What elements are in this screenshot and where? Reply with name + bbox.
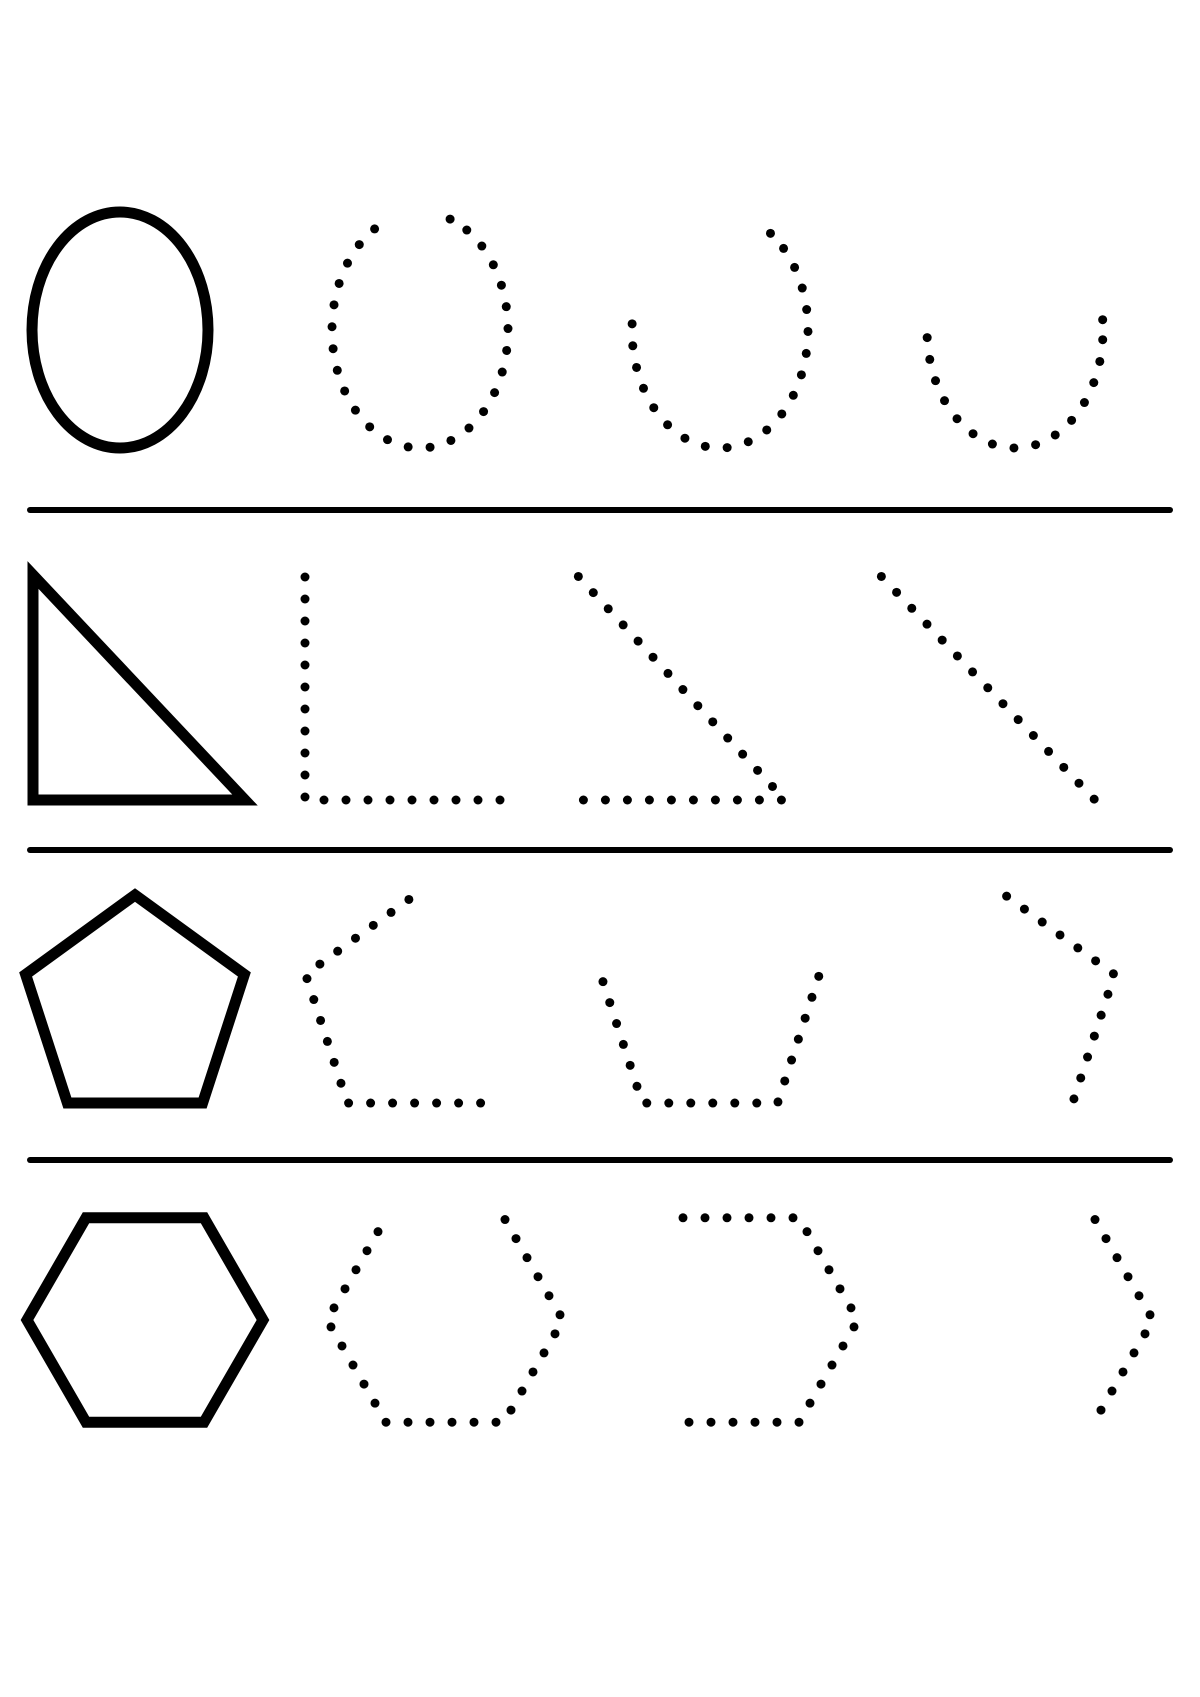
pentagon-trace bbox=[302, 895, 485, 1108]
pentagon-trace bbox=[1002, 892, 1118, 1104]
pentagon-solid bbox=[26, 895, 245, 1103]
ellipse-trace bbox=[328, 215, 513, 452]
worksheet-page bbox=[0, 0, 1200, 1697]
hexagon-trace bbox=[1091, 1215, 1155, 1415]
pentagon-trace bbox=[598, 972, 823, 1108]
triangle-solid bbox=[33, 575, 245, 800]
triangle-trace bbox=[301, 573, 505, 805]
hexagon-solid bbox=[27, 1218, 263, 1422]
worksheet-svg bbox=[0, 0, 1200, 1697]
hexagon-trace bbox=[327, 1215, 565, 1427]
ellipse-trace bbox=[628, 229, 813, 452]
hexagon-trace bbox=[679, 1213, 859, 1426]
triangle-trace bbox=[877, 572, 1099, 804]
ellipse-solid bbox=[32, 212, 208, 448]
ellipse-trace bbox=[923, 315, 1108, 452]
triangle-trace bbox=[574, 572, 786, 805]
